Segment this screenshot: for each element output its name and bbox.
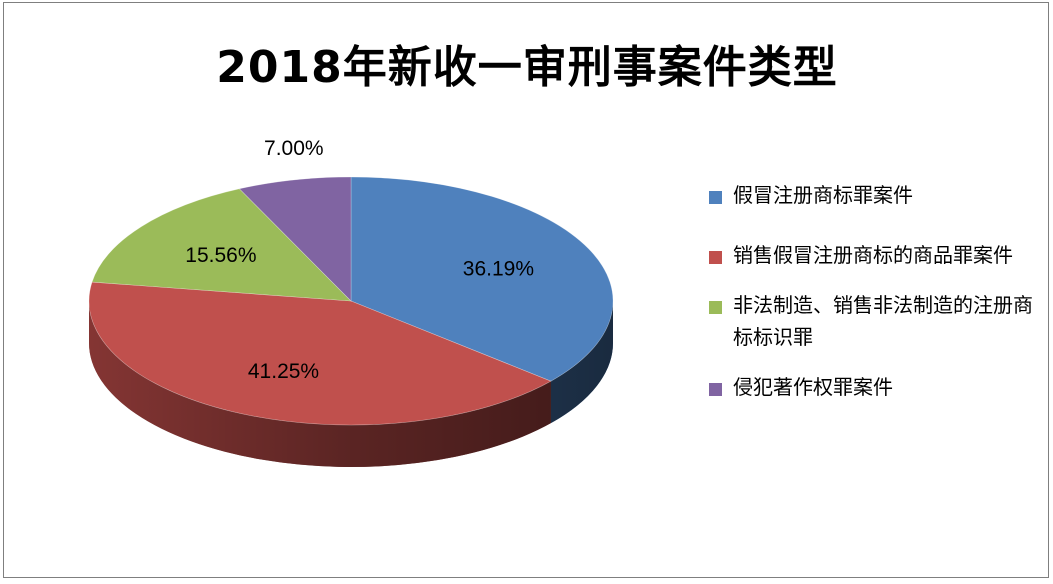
legend-swatch	[709, 191, 722, 204]
pie-slice-0	[350, 176, 614, 382]
legend-item: 假冒注册商标罪案件	[709, 179, 1039, 211]
legend-label: 假冒注册商标罪案件	[733, 183, 913, 207]
pie-slice-2	[91, 188, 352, 302]
pie-data-labels: 36.19% 41.25% 15.56% 7.00%	[185, 137, 534, 383]
pie-chart: 36.19% 41.25% 15.56% 7.00%	[88, 137, 614, 468]
pie-top-layer	[88, 176, 614, 426]
data-label-1: 41.25%	[248, 360, 319, 383]
chart-frame: 2018年新收一审刑事案件类型 36.19% 41.25% 15.56% 7.00% …	[3, 2, 1049, 578]
data-label-3: 7.00%	[264, 137, 324, 160]
legend-swatch	[709, 383, 722, 396]
pie-depth-layer	[89, 301, 613, 468]
legend-label: 非法制造、销售非法制造的注册商标标识罪	[733, 293, 1033, 349]
pie-slice-1	[88, 281, 552, 426]
chart-title: 2018年新收一审刑事案件类型	[216, 42, 838, 93]
data-label-0: 36.19%	[463, 258, 534, 281]
pie-side-shading	[89, 301, 613, 467]
data-label-2: 15.56%	[185, 244, 256, 267]
legend-label: 销售假冒注册商标的商品罪案件	[733, 243, 1013, 267]
legend-item: 侵犯著作权罪案件	[709, 371, 1039, 403]
legend-label: 侵犯著作权罪案件	[733, 375, 893, 399]
legend-swatch	[709, 251, 722, 264]
pie-slice-3	[238, 176, 352, 302]
legend-item: 销售假冒注册商标的商品罪案件	[709, 239, 1039, 271]
legend-item: 非法制造、销售非法制造的注册商标标识罪	[709, 289, 1039, 353]
legend: 假冒注册商标罪案件销售假冒注册商标的商品罪案件非法制造、销售非法制造的注册商标标…	[709, 179, 1039, 403]
legend-swatch	[709, 301, 722, 314]
